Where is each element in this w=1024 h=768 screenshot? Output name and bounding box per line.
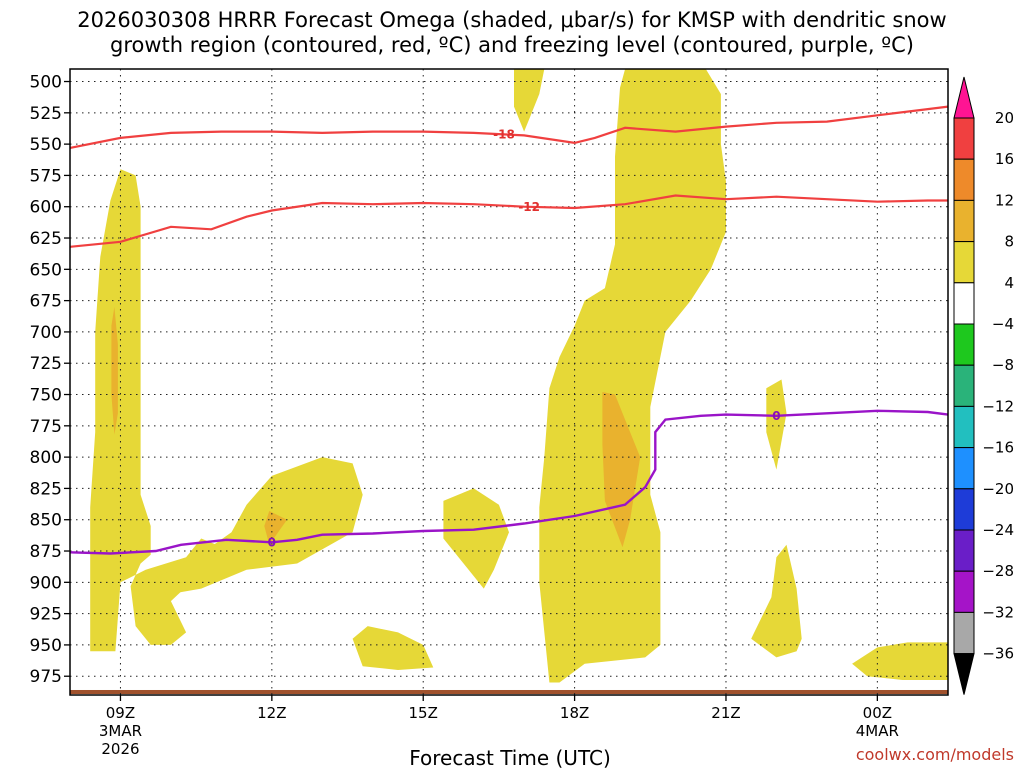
colorbar-box-6	[953, 323, 975, 366]
x-tick-label-18Z: 18Z	[560, 704, 589, 722]
omega-region-0	[90, 169, 232, 652]
colorbar-label-11: −28	[982, 562, 1014, 580]
colorbar-box-4	[953, 241, 975, 284]
colorbar-box-3	[953, 199, 975, 243]
y-tick-label-800: 800	[30, 448, 62, 468]
y-tick-label-550: 550	[30, 135, 62, 155]
y-tick-label-950: 950	[30, 636, 62, 656]
y-axis: 500 525 550 575 600 625 650 675 700 725 750 775 800 8…	[30, 73, 70, 687]
colorbar-label-13: −36	[982, 645, 1014, 663]
omega-region-8	[852, 642, 948, 680]
y-tick-label-850: 850	[30, 511, 62, 531]
y-tick-label-975: 975	[30, 667, 62, 687]
y-tick-label-875: 875	[30, 542, 62, 562]
x-tick-label-21Z: 21Z	[711, 704, 740, 722]
x-axis-label: Forecast Time (UTC)	[409, 746, 611, 768]
omega-region-7	[751, 544, 802, 658]
colorbar: 20 16 12 8 4 −4 −8 −12 −16 −20 −24 −28 −32 −36	[953, 76, 1014, 695]
grid-lines	[70, 69, 948, 695]
colorbar-label-10: −24	[982, 521, 1014, 539]
y-tick-label-575: 575	[30, 166, 62, 186]
colorbar-label-7: −12	[982, 397, 1014, 415]
dgz-contour-18	[69, 105, 949, 149]
x-tick-label-09Z: 09Z	[106, 704, 135, 722]
colorbar-bottom-arrow	[953, 653, 975, 695]
colorbar-box-1	[953, 117, 975, 160]
colorbar-label-1: 16	[995, 150, 1014, 168]
colorbar-box-13	[953, 611, 975, 655]
omega-region-2	[352, 626, 434, 670]
y-tick-label-750: 750	[30, 386, 62, 406]
y-tick-label-600: 600	[30, 198, 62, 218]
dgz-contour-12	[69, 194, 948, 248]
y-tick-label-700: 700	[30, 323, 62, 343]
omega-shading	[90, 69, 948, 683]
omega-region-5	[539, 69, 726, 683]
colorbar-box-9	[953, 447, 975, 490]
colorbar-box-8	[953, 405, 975, 449]
colorbar-label-5: −4	[992, 315, 1014, 333]
colorbar-label-0: 20	[995, 109, 1014, 127]
colorbar-label-12: −32	[982, 603, 1014, 621]
colorbar-box-7	[953, 364, 975, 407]
colorbar-box-11	[953, 529, 975, 572]
y-tick-label-725: 725	[30, 354, 62, 374]
colorbar-box-12	[953, 570, 975, 613]
freezing-label-1: 0	[268, 535, 276, 549]
x-tick-year-09Z: 2026	[101, 740, 139, 758]
x-tick-label-00Z: 00Z	[863, 704, 892, 722]
x-tick-date-00Z: 4MAR	[856, 722, 899, 740]
omega-region-9	[111, 306, 118, 435]
freezing-level-contour	[69, 409, 949, 555]
colorbar-label-8: −16	[982, 439, 1014, 457]
y-tick-label-825: 825	[30, 479, 62, 499]
colorbar-box-2	[953, 158, 975, 201]
plot-frame	[69, 68, 949, 696]
credit-text: coolwx.com/models	[856, 745, 1014, 764]
y-tick-label-625: 625	[30, 229, 62, 249]
omega-region-6	[766, 379, 787, 470]
y-tick-label-525: 525	[30, 104, 62, 124]
freezing-label-2: 0	[772, 409, 780, 423]
colorbar-label-3: 8	[1004, 233, 1014, 251]
colorbar-box-5	[953, 282, 975, 325]
colorbar-label-6: −8	[992, 356, 1014, 374]
y-tick-label-775: 775	[30, 417, 62, 437]
colorbar-label-4: 4	[1004, 274, 1014, 292]
x-tick-label-15Z: 15Z	[409, 704, 438, 722]
y-tick-label-925: 925	[30, 605, 62, 625]
ground-layer	[70, 689, 948, 694]
y-tick-label-500: 500	[30, 73, 62, 93]
omega-region-3	[443, 488, 509, 589]
colorbar-label-2: 12	[995, 191, 1014, 209]
y-tick-label-900: 900	[30, 573, 62, 593]
chart-title-line1: 2026030308 HRRR Forecast Omega (shaded, …	[77, 8, 946, 32]
dgz-label-12: -12	[518, 200, 540, 214]
y-tick-label-675: 675	[30, 292, 62, 312]
colorbar-box-10	[953, 488, 975, 531]
plot-background	[70, 69, 948, 695]
contour-lines: -18 -12 0 0	[69, 105, 949, 555]
ground-band	[70, 689, 948, 694]
dgz-label-18: -18	[493, 127, 515, 141]
colorbar-top-arrow	[953, 76, 975, 119]
y-tick-label-650: 650	[30, 260, 62, 280]
x-tick-label-12Z: 12Z	[257, 704, 286, 722]
x-tick-date-09Z: 3MAR	[99, 722, 142, 740]
omega-region-4	[514, 69, 545, 132]
omega-region-1	[155, 457, 363, 595]
chart-title-line2: growth region (contoured, red, ºC) and f…	[110, 33, 914, 57]
colorbar-label-9: −20	[982, 480, 1014, 498]
